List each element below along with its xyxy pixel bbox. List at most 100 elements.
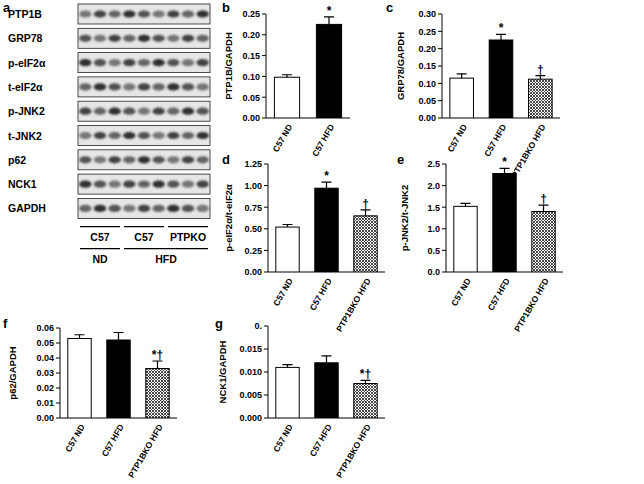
y-tick: [264, 349, 268, 350]
y-axis-label: p62/GAPDH: [7, 346, 18, 399]
y-tick-label: 0.15: [418, 61, 436, 71]
bars: [276, 356, 377, 418]
y-tick: [262, 76, 266, 77]
blot-strip: [78, 101, 210, 121]
y-tick: [442, 228, 446, 229]
blot-band: [167, 59, 179, 66]
y-tick-label: 0.05: [242, 93, 260, 103]
y-tick-label: 1.25: [244, 159, 262, 169]
blot-band: [197, 205, 209, 212]
bar: [450, 78, 474, 118]
x-tick-label: C57 ND: [63, 423, 87, 454]
bar: [529, 79, 553, 118]
y-tick: [262, 118, 266, 119]
blot-band: [79, 156, 91, 163]
x-tick-label: PTP1BKO HFD: [334, 277, 373, 334]
blot-band: [182, 10, 194, 17]
blot-band: [167, 132, 179, 139]
y-tick: [56, 418, 60, 419]
y-tick: [442, 207, 446, 208]
y-tick: [56, 343, 60, 344]
strain-label: PTPKO: [170, 231, 206, 243]
x-tick-label: C57 HFD: [310, 123, 336, 159]
y-tick: [56, 388, 60, 389]
blot-band: [197, 108, 209, 115]
blot-band: [167, 205, 179, 212]
blot-band: [182, 83, 194, 90]
blot-band: [94, 181, 106, 188]
significance-mark: *: [327, 4, 332, 18]
y-tick-label: 0.0: [427, 267, 440, 277]
blot-band: [182, 181, 194, 188]
y-tick-label: 0.75: [244, 203, 262, 213]
blot-band: [182, 35, 194, 42]
blot-strip: [78, 77, 210, 97]
x-tick-label: PTP1BKO HFD: [509, 123, 548, 180]
x-tick-label: C57 HFD: [307, 277, 333, 313]
y-tick: [264, 395, 268, 396]
bars: [450, 34, 552, 118]
blot-band: [109, 59, 121, 66]
y-tick-label: 1.0: [427, 224, 440, 234]
blot-band: [79, 205, 91, 212]
blot-row-label: t-JNK2: [8, 130, 42, 142]
y-tick: [262, 34, 266, 35]
bars: [454, 168, 555, 272]
blot-band: [94, 156, 106, 163]
bar: [354, 216, 377, 272]
x-tick-label: PTP1BKO HFD: [126, 423, 165, 480]
y-tick: [438, 118, 442, 119]
y-tick-label: 0.01: [36, 398, 54, 408]
group-line: [168, 226, 208, 227]
blot-band: [153, 10, 165, 17]
significance-mark: *: [324, 169, 329, 183]
bar-chart: b0.000.050.100.150.200.25PTP1B/GAPDHC57 …: [222, 0, 350, 158]
blot-band: [109, 108, 121, 115]
blot-band: [167, 35, 179, 42]
panel-letter: g: [215, 316, 223, 331]
y-axis-label: p-JNK2/t-JNK2: [399, 185, 410, 252]
bars: [276, 182, 377, 272]
figure: aPTP1BGRP78p-eIF2αt-eIF2αp-JNK2t-JNK2p62…: [0, 0, 644, 484]
y-tick: [442, 185, 446, 186]
blot-band: [153, 132, 165, 139]
y-tick-label: 0.30: [418, 9, 436, 19]
y-tick-label: 0.00: [418, 113, 436, 123]
bars: [274, 17, 341, 118]
blot-panel: aPTP1BGRP78p-eIF2αt-eIF2αp-JNK2t-JNK2p62…: [3, 0, 210, 265]
blot-band: [79, 35, 91, 42]
y-tick-label: 0.00: [36, 413, 54, 423]
blot-band: [167, 181, 179, 188]
group-line: [80, 226, 120, 227]
y-tick-label: 0.06: [36, 323, 54, 333]
x-tick-label: PTP1BKO HFD: [512, 277, 551, 334]
blot-band: [138, 108, 150, 115]
blot-band: [109, 10, 121, 17]
error-bar: [283, 224, 293, 227]
y-tick: [442, 250, 446, 251]
panel-letter: d: [222, 152, 230, 167]
blot-band: [79, 10, 91, 17]
blot-band: [109, 156, 121, 163]
significance-mark: †: [537, 63, 544, 77]
error-bar: [461, 203, 471, 206]
significance-mark: †: [540, 192, 547, 206]
y-tick: [264, 164, 268, 165]
blot-band: [182, 156, 194, 163]
y-tick-label: 2.5: [427, 159, 440, 169]
blot-band: [109, 181, 121, 188]
y-tick-label: 0.000: [239, 413, 262, 423]
significance-mark: *: [499, 21, 504, 35]
y-tick-label: 0.03: [36, 368, 54, 378]
blot-band: [123, 205, 135, 212]
blot-band: [197, 59, 209, 66]
blot-row-label: NCK1: [8, 178, 37, 190]
blot-band: [94, 10, 106, 17]
bar: [315, 188, 338, 272]
blot-band: [123, 181, 135, 188]
y-tick-label: 0.20: [418, 44, 436, 54]
bar: [532, 212, 555, 272]
error-bar: [153, 361, 163, 369]
blot-band: [109, 205, 121, 212]
y-tick-label: 0.010: [239, 367, 262, 377]
